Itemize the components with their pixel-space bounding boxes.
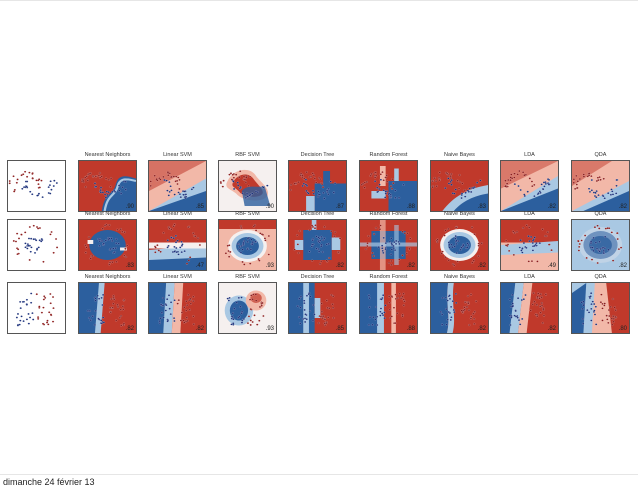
classifier-title: QDA <box>594 152 607 158</box>
decision-boundary-plot: .82 <box>288 219 347 271</box>
decision-boundary-plot: .82 <box>500 160 559 212</box>
accuracy-score: .90 <box>265 204 274 210</box>
accuracy-score: .80 <box>618 326 627 332</box>
classifier-title: Linear SVM <box>163 152 192 158</box>
decision-boundary-plot: .90 <box>78 160 137 212</box>
accuracy-score: .82 <box>335 263 344 269</box>
accuracy-score: .82 <box>618 204 627 210</box>
accuracy-score: .82 <box>406 263 415 269</box>
decision-boundary-plot: .82 <box>359 219 418 271</box>
accuracy-score: .83 <box>125 263 134 269</box>
decision-boundary-plot: .93 <box>218 219 277 271</box>
classifier-title: Nearest Neighbors <box>84 211 131 217</box>
classifier-title: QDA <box>594 274 607 280</box>
accuracy-score: .83 <box>477 204 486 210</box>
classifier-title: Linear SVM <box>163 211 192 217</box>
dataset-plot <box>7 219 66 271</box>
accuracy-score: .82 <box>477 263 486 269</box>
bottom-divider <box>0 474 638 475</box>
accuracy-score: .49 <box>547 263 556 269</box>
decision-boundary-plot: .85 <box>148 160 207 212</box>
classifier-title: Naive Bayes <box>444 152 475 158</box>
decision-boundary-plot: .90 <box>218 160 277 212</box>
accuracy-score: .82 <box>547 204 556 210</box>
accuracy-score: .88 <box>406 204 415 210</box>
decision-boundary-plot: .88 <box>359 282 418 334</box>
accuracy-score: .82 <box>125 326 134 332</box>
decision-boundary-plot: .85 <box>288 282 347 334</box>
accuracy-score: .93 <box>265 263 274 269</box>
classifier-title: Random Forest <box>369 211 408 217</box>
classifier-title: QDA <box>594 211 607 217</box>
classifier-title: Naive Bayes <box>444 211 475 217</box>
classifier-title: RBF SVM <box>235 274 260 280</box>
decision-boundary-plot: .82 <box>571 160 630 212</box>
accuracy-score: .82 <box>618 263 627 269</box>
classifier-title: Decision Tree <box>300 211 335 217</box>
dataset-plot <box>7 160 66 212</box>
footer-date: dimanche 24 février 13 <box>3 477 95 487</box>
top-divider <box>0 0 638 1</box>
classifier-title: Random Forest <box>369 274 408 280</box>
accuracy-score: .90 <box>125 204 134 210</box>
decision-boundary-plot: .82 <box>430 282 489 334</box>
dataset-plot <box>7 282 66 334</box>
classifier-title: LDA <box>524 274 535 280</box>
classifier-title: RBF SVM <box>235 152 260 158</box>
accuracy-score: .82 <box>547 326 556 332</box>
decision-boundary-plot: .82 <box>571 219 630 271</box>
decision-boundary-plot: .47 <box>148 219 207 271</box>
classifier-title: RBF SVM <box>235 211 260 217</box>
decision-boundary-plot: .83 <box>78 219 137 271</box>
accuracy-score: .85 <box>335 326 344 332</box>
accuracy-score: .47 <box>195 263 204 269</box>
classifier-title: Decision Tree <box>300 152 335 158</box>
accuracy-score: .82 <box>477 326 486 332</box>
accuracy-score: .82 <box>195 326 204 332</box>
decision-boundary-plot: .88 <box>359 160 418 212</box>
decision-boundary-plot: .93 <box>218 282 277 334</box>
classifier-title: LDA <box>524 152 535 158</box>
classifier-title: Random Forest <box>369 152 408 158</box>
decision-boundary-plot: .80 <box>571 282 630 334</box>
decision-boundary-plot: .82 <box>500 282 559 334</box>
decision-boundary-plot: .82 <box>430 219 489 271</box>
accuracy-score: .93 <box>265 326 274 332</box>
decision-boundary-plot: .83 <box>430 160 489 212</box>
accuracy-score: .87 <box>335 204 344 210</box>
classifier-title: Naive Bayes <box>444 274 475 280</box>
accuracy-score: .88 <box>406 326 415 332</box>
classifier-title: Nearest Neighbors <box>84 274 131 280</box>
accuracy-score: .85 <box>195 204 204 210</box>
classifier-title: LDA <box>524 211 535 217</box>
decision-boundary-plot: .49 <box>500 219 559 271</box>
decision-boundary-plot: .82 <box>78 282 137 334</box>
classifier-title: Linear SVM <box>163 274 192 280</box>
decision-boundary-plot: .82 <box>148 282 207 334</box>
classifier-title: Nearest Neighbors <box>84 152 131 158</box>
decision-boundary-plot: .87 <box>288 160 347 212</box>
classifier-title: Decision Tree <box>300 274 335 280</box>
